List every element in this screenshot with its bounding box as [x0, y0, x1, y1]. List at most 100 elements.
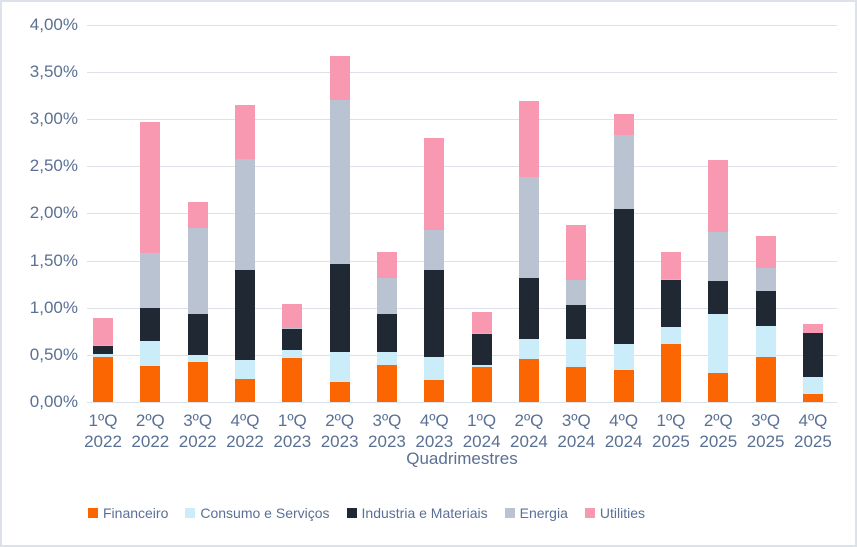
bar-segment	[424, 230, 445, 270]
bar-segment	[566, 224, 587, 281]
bar-segment	[755, 356, 776, 402]
stacked-bar	[660, 252, 681, 402]
y-tick-label: 2,00%	[29, 203, 78, 223]
legend-item: Energia	[504, 505, 568, 521]
bar-segment	[471, 367, 492, 402]
y-tick-label: 1,00%	[29, 297, 78, 317]
bar-segment	[140, 252, 161, 308]
bar-segment	[802, 394, 823, 402]
gridline	[87, 213, 837, 215]
bar-segment	[518, 338, 539, 359]
legend-swatch-icon	[346, 508, 357, 518]
x-tick-label: 1ºQ 2024	[462, 411, 501, 451]
x-tick-label: 2ºQ 2022	[131, 411, 170, 451]
legend-swatch-icon	[88, 508, 98, 518]
bar-segment	[376, 314, 397, 352]
bar-segment	[660, 252, 681, 280]
bar-segment	[282, 303, 303, 329]
stacked-bar	[566, 224, 587, 402]
bar-segment	[613, 135, 634, 209]
bar-segment	[518, 176, 539, 279]
bar-segment	[282, 350, 303, 358]
bar-segment	[234, 359, 255, 380]
bar-segment	[424, 356, 445, 381]
bar-segment	[329, 352, 350, 383]
bar-segment	[93, 356, 113, 402]
bar-segment	[187, 362, 208, 402]
bar-segment	[613, 208, 634, 345]
y-tick-label: 2,50%	[29, 156, 78, 176]
stacked-bar	[93, 318, 113, 402]
bar-segment	[708, 372, 729, 402]
stacked-bar	[140, 121, 161, 402]
stacked-bar	[471, 312, 492, 402]
x-tick-label: 3ºQ 2022	[178, 411, 217, 451]
bar-segment	[471, 365, 492, 368]
x-tick-label: 2ºQ 2025	[699, 411, 738, 451]
x-tick-label: 1ºQ 2025	[652, 411, 690, 451]
bar-segment	[234, 104, 255, 159]
bar-segment	[708, 314, 729, 373]
legend-item: Utilities	[584, 505, 645, 521]
x-tick-label: 4ºQ 2023	[415, 411, 454, 451]
gridline	[87, 166, 837, 168]
stacked-bar	[708, 159, 729, 402]
bar-segment	[660, 344, 681, 402]
x-tick-label: 4ºQ 2022	[226, 411, 264, 451]
bar-segment	[424, 137, 445, 231]
bar-segment	[802, 376, 823, 395]
stacked-bar	[187, 202, 208, 402]
bar-segment	[471, 334, 492, 366]
bar-segment	[376, 352, 397, 366]
x-axis-title: Quadrimestres	[406, 449, 518, 468]
bar-segment	[234, 269, 255, 360]
legend-item: Consumo e Serviços	[185, 505, 330, 521]
bar-segment	[755, 236, 776, 269]
x-tick-label: 1ºQ 2023	[273, 411, 312, 451]
x-tick-label: 4ºQ 2024	[604, 411, 643, 451]
bar-segment	[518, 101, 539, 177]
bar-segment	[660, 279, 681, 281]
legend-label: Utilities	[599, 505, 645, 521]
bar-segment	[802, 323, 823, 334]
stacked-bar	[518, 101, 539, 402]
x-tick-label: 2ºQ 2024	[510, 411, 548, 451]
bar-segment	[566, 304, 587, 339]
legend-label: Financeiro	[103, 505, 169, 521]
bar-segment	[140, 366, 161, 402]
bar-segment	[471, 333, 492, 335]
bar-segment	[282, 329, 303, 351]
legend-swatch-icon	[185, 508, 196, 518]
gridline	[87, 402, 837, 403]
bar-segment	[329, 100, 350, 265]
bar-segment	[708, 232, 729, 282]
legend-swatch-icon	[504, 508, 515, 518]
bar-segment	[518, 278, 539, 339]
bar-segment	[518, 358, 539, 402]
stacked-bar	[329, 55, 350, 402]
bar-segment	[708, 281, 729, 315]
stacked-bar	[802, 323, 823, 402]
bar-segment	[282, 357, 303, 402]
bar-segment	[802, 333, 823, 377]
x-tick-label: 3ºQ 2023	[368, 411, 406, 451]
bar-segment	[93, 345, 113, 347]
bar-segment	[424, 269, 445, 357]
bar-segment	[234, 158, 255, 270]
stacked-bar	[613, 114, 634, 402]
stacked-bar	[424, 137, 445, 402]
bar-segment	[471, 312, 492, 334]
legend-label: Energia	[519, 505, 568, 521]
y-tick-label: 1,50%	[29, 250, 78, 270]
legend-label: Consumo e Serviços	[200, 505, 330, 521]
bar-segment	[187, 228, 208, 315]
bar-segment	[329, 382, 350, 402]
gridline	[87, 307, 837, 309]
bar-segment	[234, 379, 255, 402]
bar-segment	[755, 268, 776, 291]
legend-swatch-icon	[584, 508, 595, 518]
bar-segment	[566, 338, 587, 368]
bar-segment	[187, 314, 208, 355]
legend-item: Financeiro	[88, 505, 168, 521]
